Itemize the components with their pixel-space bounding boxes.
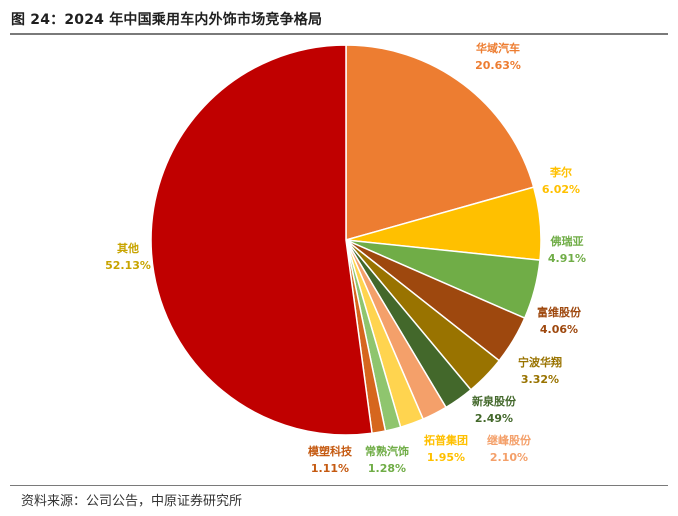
slice-value-label-5: 2.49%	[475, 412, 513, 425]
slice-name-label-3: 富维股份	[537, 305, 582, 319]
slice-value-label-0: 20.63%	[475, 59, 521, 72]
slice-value-label-3: 4.06%	[540, 323, 578, 336]
slice-value-label-10: 52.13%	[105, 259, 151, 272]
slice-name-label-0: 华域汽车	[476, 41, 520, 55]
slice-name-label-6: 继峰股份	[487, 433, 532, 447]
source-note: 资料来源：公司公告，中原证券研究所	[21, 494, 243, 509]
slice-value-label-4: 3.32%	[521, 373, 559, 386]
slice-value-label-7: 1.95%	[427, 451, 465, 464]
chart-title: 图 24：2024 年中国乘用车内外饰市场竞争格局	[11, 12, 323, 28]
slice-name-label-7: 拓普集团	[424, 433, 468, 447]
slice-name-label-5: 新泉股份	[472, 394, 517, 408]
slice-value-label-9: 1.11%	[311, 462, 349, 475]
slice-name-label-8: 常熟汽饰	[365, 444, 409, 458]
slice-value-label-8: 1.28%	[368, 462, 406, 475]
slice-name-label-1: 李尔	[549, 165, 572, 179]
title-divider	[10, 33, 668, 35]
slice-name-label-2: 佛瑞亚	[550, 234, 584, 248]
slice-name-label-10: 其他	[117, 241, 139, 255]
slice-value-label-2: 4.91%	[548, 252, 586, 265]
slice-name-label-9: 模塑科技	[308, 444, 353, 458]
footer-divider	[10, 485, 668, 486]
slice-value-label-1: 6.02%	[542, 183, 580, 196]
pie-slice-10	[150, 44, 373, 436]
slice-name-label-4: 宁波华翔	[518, 355, 562, 369]
pie-slice-0	[345, 44, 535, 241]
slice-value-label-6: 2.10%	[490, 451, 528, 464]
pie-slices	[150, 44, 542, 436]
pie-labels: 华域汽车 20.63% 李尔 6.02% 佛瑞亚 4.91% 富维股份 4.06% 宁波华翔 3.…	[105, 41, 586, 475]
